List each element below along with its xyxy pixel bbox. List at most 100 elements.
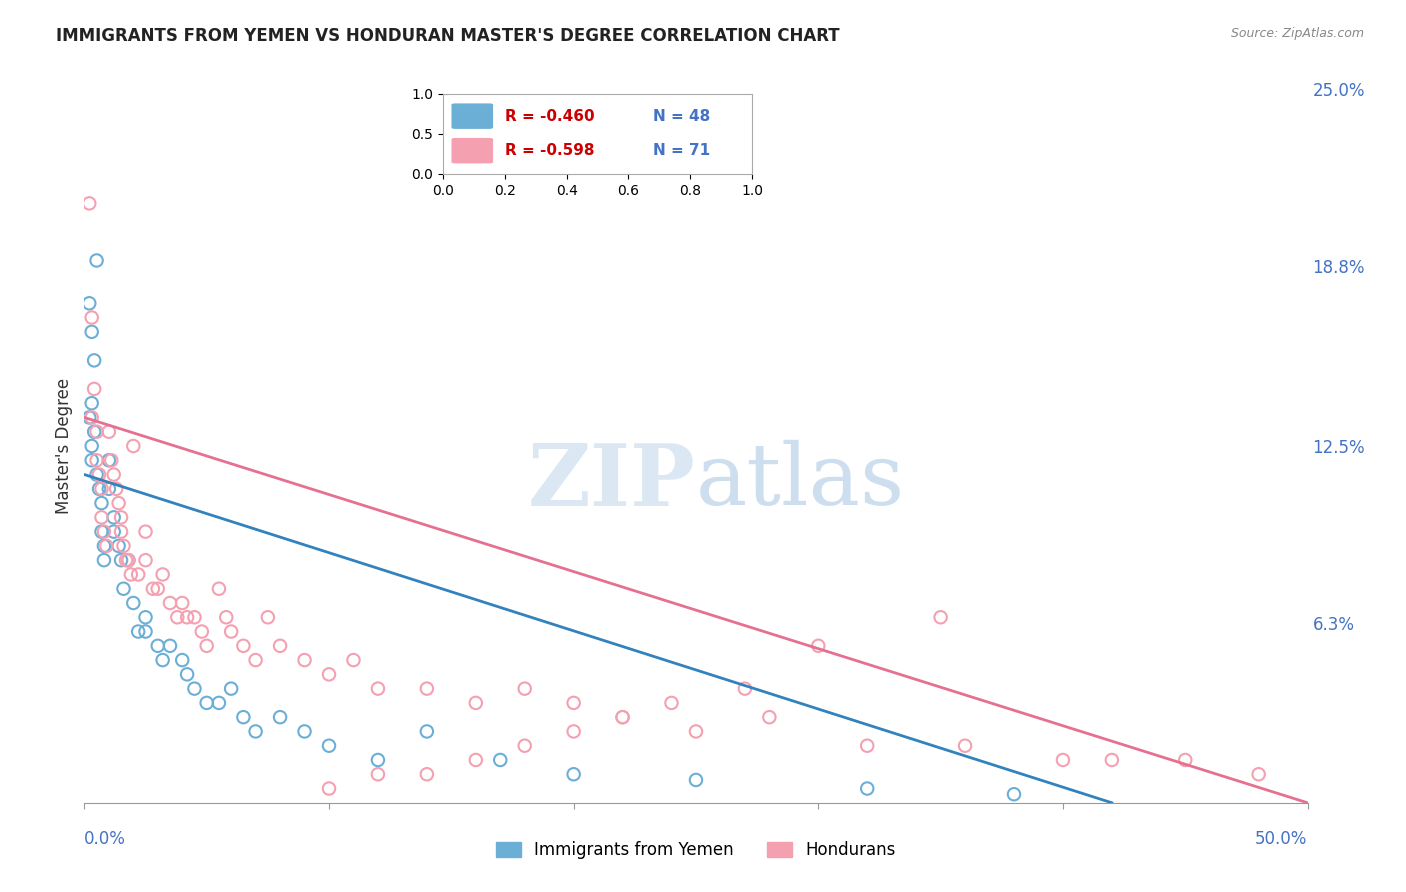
Point [103,467,125,482]
Text: ZIP: ZIP [529,440,696,524]
Text: atlas: atlas [696,440,905,524]
Point [135,624,157,639]
Point [100,453,122,467]
Point [77,410,100,425]
Point [318,667,340,681]
Point [93,553,115,567]
Point [105,482,128,496]
Point [219,624,242,639]
Point [1247,767,1270,781]
Point [87,482,110,496]
Point [257,610,280,624]
Text: R = -0.460: R = -0.460 [505,109,595,124]
Point [80,439,103,453]
Point [146,639,169,653]
Point [86,253,108,268]
Text: 0.0%: 0.0% [84,830,127,847]
Point [80,325,103,339]
Point [96,539,118,553]
Point [513,681,536,696]
Point [176,667,198,681]
Point [80,410,103,425]
Text: Source: ZipAtlas.com: Source: ZipAtlas.com [1230,27,1364,40]
Point [117,553,139,567]
Point [685,772,707,787]
Point [103,524,125,539]
Point [90,496,112,510]
Point [135,610,157,624]
Point [77,196,100,211]
Point [183,681,205,696]
Point [83,425,105,439]
Point [135,524,157,539]
Point [562,724,585,739]
Point [191,624,214,639]
Point [195,696,218,710]
Point [83,353,105,368]
Text: N = 48: N = 48 [654,109,710,124]
Point [1101,753,1123,767]
Point [269,710,291,724]
Y-axis label: Master's Degree: Master's Degree [55,378,73,514]
Point [513,739,536,753]
Point [97,425,120,439]
Point [107,496,129,510]
Point [176,610,198,624]
Point [183,610,205,624]
Point [87,467,110,482]
Point [245,724,267,739]
Point [135,553,157,567]
FancyBboxPatch shape [453,104,492,128]
Point [318,781,340,796]
Point [152,653,174,667]
Point [80,310,103,325]
Point [562,696,585,710]
Point [110,524,132,539]
Point [83,382,105,396]
Point [562,767,585,781]
Point [195,639,218,653]
Point [612,710,634,724]
Point [464,696,486,710]
Text: 50.0%: 50.0% [1256,830,1308,847]
Point [661,696,683,710]
Point [142,582,165,596]
Point [86,425,108,439]
Point [1052,753,1074,767]
Point [103,510,125,524]
Point [146,582,169,596]
Point [107,539,129,553]
Point [416,724,439,739]
Point [856,739,879,753]
Point [80,396,103,410]
Point [367,681,389,696]
Point [93,524,115,539]
Point [127,624,149,639]
Point [318,739,340,753]
Point [152,567,174,582]
Point [112,582,135,596]
Point [117,553,139,567]
Point [172,653,194,667]
Point [115,553,138,567]
Legend: Immigrants from Yemen, Hondurans: Immigrants from Yemen, Hondurans [489,835,903,866]
Point [159,596,181,610]
Point [97,482,120,496]
Point [685,724,707,739]
Point [120,567,142,582]
Point [734,681,756,696]
Point [86,467,108,482]
Point [208,582,231,596]
Point [112,539,135,553]
Point [416,681,439,696]
Point [269,639,291,653]
Point [1002,787,1025,801]
Point [245,653,267,667]
FancyBboxPatch shape [453,138,492,162]
Point [159,639,181,653]
Point [342,653,364,667]
Point [77,296,100,310]
Point [127,567,149,582]
Point [489,753,512,767]
Point [122,596,145,610]
